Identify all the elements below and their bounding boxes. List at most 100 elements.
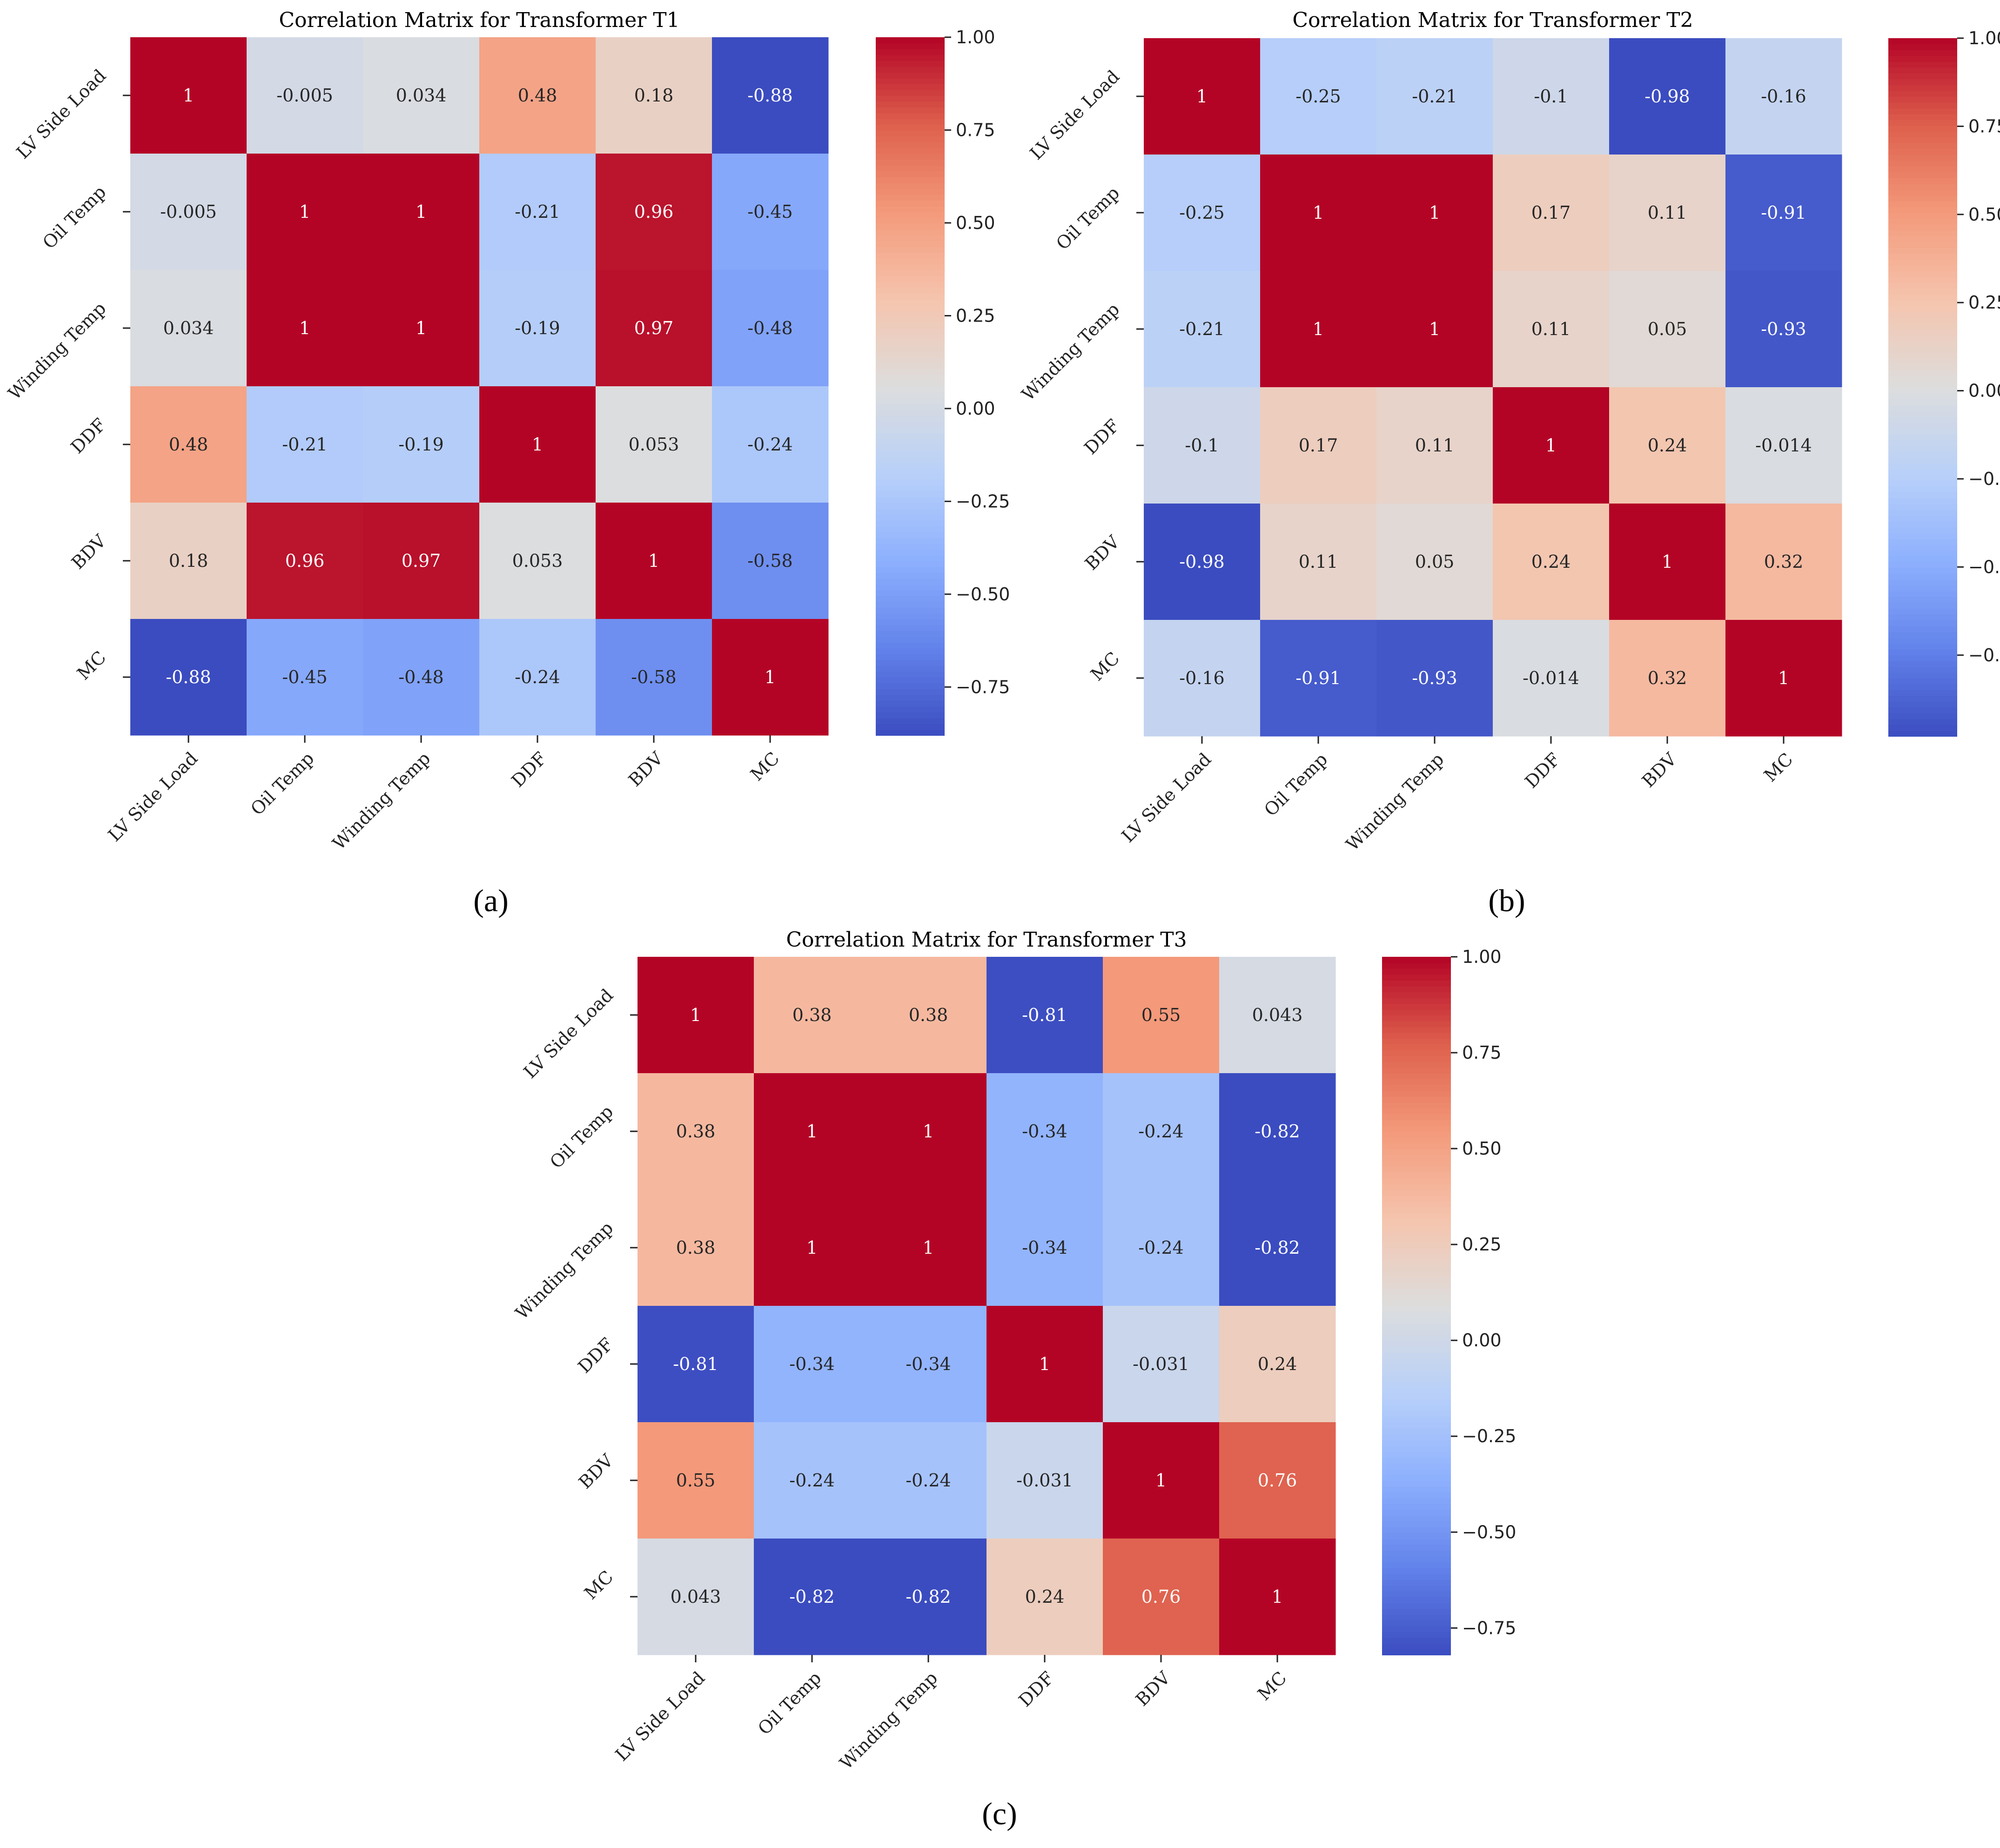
cell-value-label: 1 bbox=[1429, 202, 1440, 223]
colorbar: −0.75 −0.50 −0.25 0.00 0.25 0.50 0.75 1.00 bbox=[876, 27, 1010, 736]
colorbar-segment bbox=[1888, 591, 1957, 597]
heatmap-cell bbox=[638, 1539, 754, 1655]
cell-value-label: -0.88 bbox=[747, 85, 792, 106]
colorbar-segment bbox=[1382, 1474, 1451, 1481]
colorbar-segment bbox=[1888, 346, 1957, 353]
colorbar-segment bbox=[1382, 1387, 1451, 1394]
cell-value-label: 0.38 bbox=[676, 1121, 716, 1142]
colorbar-segment bbox=[876, 101, 945, 108]
colorbar-segment bbox=[1382, 1317, 1451, 1324]
colorbar-segment bbox=[1888, 155, 1957, 161]
colorbar-segment bbox=[1888, 445, 1957, 452]
colorbar-segment bbox=[876, 177, 945, 183]
cell-value-label: 1 bbox=[923, 1121, 934, 1142]
colorbar-segment bbox=[1888, 399, 1957, 405]
colorbar-segment bbox=[876, 601, 945, 608]
colorbar-segment bbox=[1888, 550, 1957, 557]
heatmap-cell bbox=[1219, 1539, 1336, 1655]
colorbar-segment bbox=[1382, 1532, 1451, 1539]
colorbar-segment bbox=[876, 375, 945, 381]
cell-value-label: -0.19 bbox=[398, 434, 443, 455]
colorbar-segment bbox=[1888, 143, 1957, 149]
colorbar-segment bbox=[1382, 1178, 1451, 1184]
cell-value-label: 0.38 bbox=[792, 1005, 832, 1025]
colorbar-segment bbox=[876, 636, 945, 643]
colorbar-tick-label: 0.25 bbox=[956, 305, 995, 326]
colorbar-segment bbox=[876, 78, 945, 84]
colorbar-segment bbox=[1888, 701, 1957, 708]
colorbar-segment bbox=[876, 538, 945, 544]
colorbar-segment bbox=[876, 316, 945, 323]
cell-value-label: -0.82 bbox=[906, 1586, 951, 1607]
cell-value-label: 0.48 bbox=[169, 434, 208, 455]
colorbar-segment bbox=[1888, 364, 1957, 370]
colorbar-segment bbox=[876, 241, 945, 247]
colorbar-segment bbox=[1382, 968, 1451, 975]
colorbar-segment bbox=[876, 223, 945, 230]
colorbar-segment bbox=[1382, 1504, 1451, 1510]
heatmap-cell bbox=[1219, 1306, 1336, 1423]
heatmap-cell bbox=[1219, 1422, 1336, 1539]
colorbar-segment bbox=[1382, 1003, 1451, 1010]
colorbar-tick-label: 0.00 bbox=[956, 398, 995, 419]
heatmap-cell bbox=[1103, 1539, 1220, 1655]
colorbar-segment bbox=[1888, 707, 1957, 713]
cell-value-label: -0.24 bbox=[515, 667, 560, 687]
colorbar-segment bbox=[1888, 178, 1957, 184]
colorbar-segment bbox=[1382, 1341, 1451, 1347]
cell-value-label: -0.91 bbox=[1295, 668, 1341, 688]
cell-value-label: 0.11 bbox=[1415, 435, 1455, 456]
heatmap-cell bbox=[247, 503, 363, 619]
colorbar-segment bbox=[876, 299, 945, 305]
colorbar-segment bbox=[1382, 1079, 1451, 1085]
panel-title: Correlation Matrix for Transformer T2 bbox=[1292, 8, 1693, 32]
colorbar-segment bbox=[1888, 614, 1957, 620]
colorbar-segment bbox=[1888, 509, 1957, 516]
colorbar-segment bbox=[1888, 195, 1957, 202]
heatmap-cell bbox=[1493, 620, 1610, 737]
cell-value-label: 1 bbox=[1778, 668, 1789, 688]
colorbar-segment bbox=[1382, 1562, 1451, 1568]
colorbar-segment bbox=[876, 212, 945, 218]
colorbar-segment bbox=[1382, 986, 1451, 992]
colorbar-tick-label: 1.00 bbox=[1968, 28, 2000, 48]
colorbar-segment bbox=[1888, 376, 1957, 382]
colorbar-segment bbox=[1382, 1149, 1451, 1155]
colorbar-segment bbox=[1382, 1515, 1451, 1522]
colorbar-segment bbox=[876, 596, 945, 602]
colorbar-segment bbox=[1382, 1143, 1451, 1149]
colorbar-segment bbox=[876, 706, 945, 712]
colorbar-segment bbox=[1888, 201, 1957, 208]
cell-value-label: 0.96 bbox=[634, 202, 674, 222]
heatmap-cell bbox=[1260, 155, 1377, 271]
colorbar-segment bbox=[1888, 632, 1957, 638]
colorbar-segment bbox=[876, 43, 945, 49]
cell-value-label: 0.38 bbox=[909, 1005, 948, 1025]
colorbar-segment bbox=[1888, 492, 1957, 498]
colorbar-segment bbox=[1888, 248, 1957, 254]
colorbar-segment bbox=[1382, 1428, 1451, 1434]
colorbar-segment bbox=[1888, 38, 1957, 45]
colorbar-segment bbox=[876, 648, 945, 654]
cell-value-label: -0.16 bbox=[1179, 668, 1224, 688]
colorbar-segment bbox=[1888, 306, 1957, 312]
heatmap-cell bbox=[987, 1189, 1103, 1306]
heatmap-cell bbox=[638, 1422, 754, 1539]
cell-value-label: 0.034 bbox=[163, 318, 214, 338]
colorbar-segment bbox=[1382, 1492, 1451, 1499]
colorbar-tick-label: 1.00 bbox=[956, 27, 995, 47]
colorbar-segment bbox=[1888, 230, 1957, 236]
colorbar-segment bbox=[1888, 311, 1957, 318]
heatmap-cell bbox=[1103, 1306, 1220, 1423]
colorbar-segment bbox=[1888, 457, 1957, 464]
colorbar-segment bbox=[876, 578, 945, 585]
colorbar-segment bbox=[876, 729, 945, 736]
heatmap-cell bbox=[870, 1422, 987, 1539]
heatmap-cell bbox=[987, 1422, 1103, 1539]
colorbar-segment bbox=[1382, 1439, 1451, 1446]
colorbar-segment bbox=[1888, 224, 1957, 231]
colorbar-segment bbox=[1382, 1102, 1451, 1109]
colorbar-segment bbox=[1888, 213, 1957, 219]
colorbar-segment bbox=[1888, 474, 1957, 481]
colorbar-segment bbox=[1382, 1556, 1451, 1562]
